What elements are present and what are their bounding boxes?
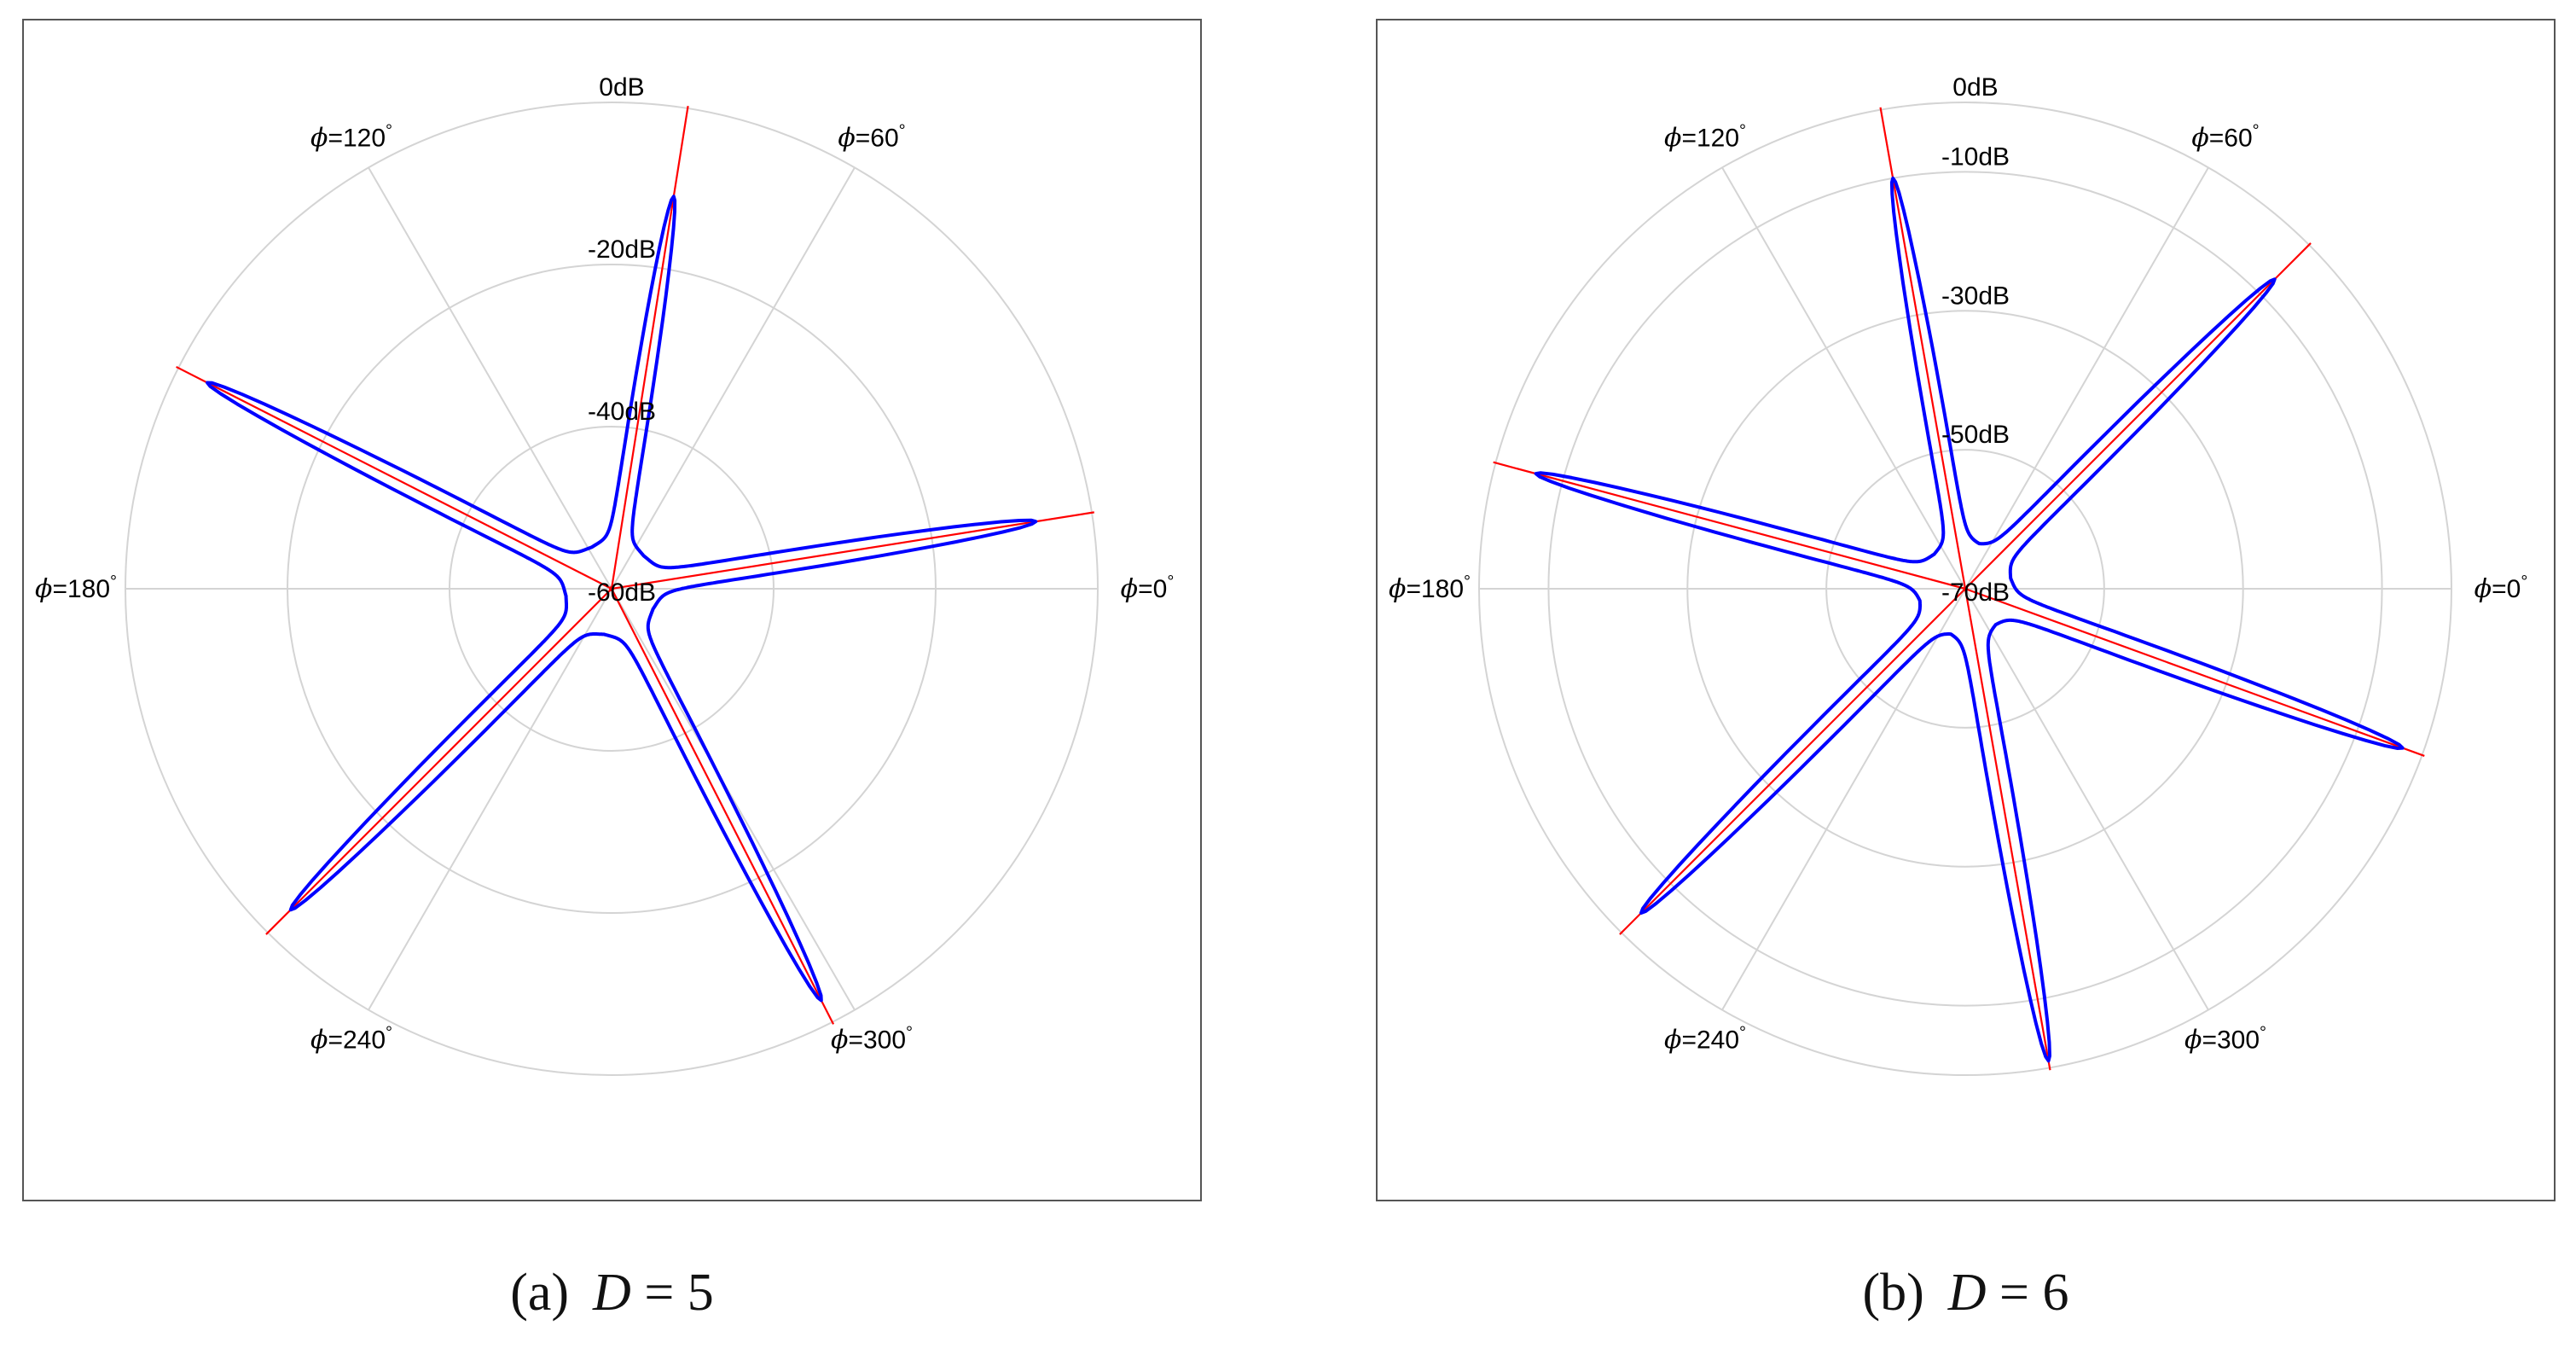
angle-label: ϕ=240° — [1664, 1023, 1746, 1055]
degree-symbol: ° — [1739, 122, 1746, 141]
polar-chart-b-svg: -70dB-50dB-30dB-10dB0dBϕ=0°ϕ=60°ϕ=120°ϕ=… — [1389, 73, 2528, 1076]
degree-symbol: ° — [1739, 1023, 1746, 1042]
pattern-series-line — [206, 195, 1038, 1003]
degree-symbol: ° — [899, 122, 906, 141]
phi-symbol: ϕ — [2184, 1025, 2202, 1055]
polar-chart-a: -60dB -40dB -20dB 0dB ϕ=0° ϕ=60° ϕ=120° ϕ=180° ϕ… — [22, 19, 1202, 1201]
ring-label: -30dB — [1941, 282, 2010, 310]
reference-direction-line — [609, 585, 835, 1025]
degree-symbol: ° — [2253, 122, 2260, 141]
grid-spoke — [368, 588, 612, 1011]
phi-symbol: ϕ — [1389, 574, 1406, 604]
grid-spoke — [368, 166, 612, 590]
angle-label: ϕ=60° — [838, 122, 905, 154]
angle-value: =180 — [1406, 575, 1464, 603]
grid-spoke — [611, 166, 856, 590]
angle-label: ϕ=180° — [35, 573, 117, 604]
angle-value: =240 — [328, 1026, 386, 1054]
phi-symbol: ϕ — [310, 1025, 328, 1055]
caption-b: (b) D = 6 — [1376, 1263, 2556, 1323]
angle-value: =60 — [856, 125, 899, 153]
grid-spoke — [1964, 588, 2209, 1011]
phi-symbol: ϕ — [1664, 124, 1681, 154]
reference-direction-line — [1962, 586, 2425, 757]
reference-direction-line — [1879, 107, 1967, 592]
reference-direction-line — [1619, 586, 1968, 935]
polar-chart-a-svg: -60dB-40dB-20dB0dBϕ=0°ϕ=60°ϕ=120°ϕ=180°ϕ… — [35, 73, 1175, 1076]
ring-label: -60dB — [588, 579, 656, 607]
caption-a-equals: = — [644, 1264, 675, 1322]
angle-label: ϕ=60° — [2191, 122, 2259, 154]
degree-symbol: ° — [386, 1023, 392, 1042]
angle-label: ϕ=180° — [1389, 573, 1471, 604]
caption-b-equals: = — [1999, 1264, 2030, 1322]
angle-label: ϕ=0° — [1121, 573, 1175, 604]
pattern-series-line — [1534, 176, 2405, 1063]
angle-value: =300 — [848, 1026, 906, 1054]
reference-direction-line — [610, 106, 689, 592]
ring-label: -70dB — [1941, 579, 2010, 607]
angle-label: ϕ=300° — [831, 1023, 913, 1055]
grid-spoke — [1721, 588, 1966, 1011]
reference-direction-line — [1963, 242, 2312, 591]
angle-value: =240 — [1681, 1026, 1739, 1054]
angle-value: =300 — [2202, 1026, 2260, 1054]
angle-value: =180 — [52, 575, 110, 603]
angle-value: =60 — [2209, 125, 2253, 153]
caption-b-value: 6 — [2042, 1264, 2069, 1322]
caption-a-value: 5 — [687, 1264, 714, 1322]
reference-direction-line — [176, 365, 615, 591]
angle-value: =0 — [1138, 575, 1167, 603]
caption-b-variable: D — [1947, 1264, 1987, 1322]
phi-symbol: ϕ — [2474, 574, 2492, 604]
ring-label: -10dB — [1941, 142, 2010, 171]
ring-label: -20dB — [588, 235, 656, 264]
degree-symbol: ° — [110, 573, 117, 591]
phi-symbol: ϕ — [838, 124, 855, 154]
ring-label: 0dB — [599, 73, 644, 102]
caption-a-variable: D — [593, 1264, 631, 1322]
phi-symbol: ϕ — [310, 124, 328, 154]
angle-label: ϕ=240° — [310, 1023, 392, 1055]
reference-direction-line — [1493, 461, 1969, 590]
phi-symbol: ϕ — [1664, 1025, 1681, 1055]
degree-symbol: ° — [386, 122, 392, 141]
phi-symbol: ϕ — [35, 574, 52, 604]
reference-direction-line — [265, 586, 614, 935]
ring-label: -50dB — [1941, 421, 2010, 449]
angle-label: ϕ=120° — [310, 122, 392, 154]
grid-spoke — [1964, 166, 2209, 590]
ring-label: 0dB — [1952, 73, 1998, 102]
degree-symbol: ° — [2521, 573, 2527, 591]
phi-symbol: ϕ — [831, 1025, 848, 1055]
reference-direction-line — [1964, 585, 2051, 1071]
angle-value: =120 — [1681, 125, 1739, 153]
polar-chart-b: -70dB -50dB -30dB -10dB 0dB ϕ=0° ϕ=60° ϕ=120° ϕ=… — [1376, 19, 2556, 1201]
angle-label: ϕ=0° — [2474, 573, 2528, 604]
degree-symbol: ° — [2260, 1023, 2266, 1042]
angle-label: ϕ=300° — [2184, 1023, 2266, 1055]
ring-label: -40dB — [588, 398, 656, 426]
caption-a: (a) D = 5 — [22, 1263, 1202, 1323]
caption-b-label: (b) — [1862, 1264, 1924, 1322]
grid-spoke — [1721, 166, 1966, 590]
angle-label: ϕ=120° — [1664, 122, 1746, 154]
grid-spoke — [611, 588, 856, 1011]
degree-symbol: ° — [906, 1023, 913, 1042]
phi-symbol: ϕ — [1121, 574, 1138, 604]
reference-direction-line — [608, 511, 1094, 590]
phi-symbol: ϕ — [2191, 124, 2208, 154]
caption-a-label: (a) — [510, 1264, 570, 1322]
degree-symbol: ° — [1167, 573, 1174, 591]
degree-symbol: ° — [1464, 573, 1471, 591]
angle-value: =0 — [2492, 575, 2521, 603]
angle-value: =120 — [328, 125, 386, 153]
